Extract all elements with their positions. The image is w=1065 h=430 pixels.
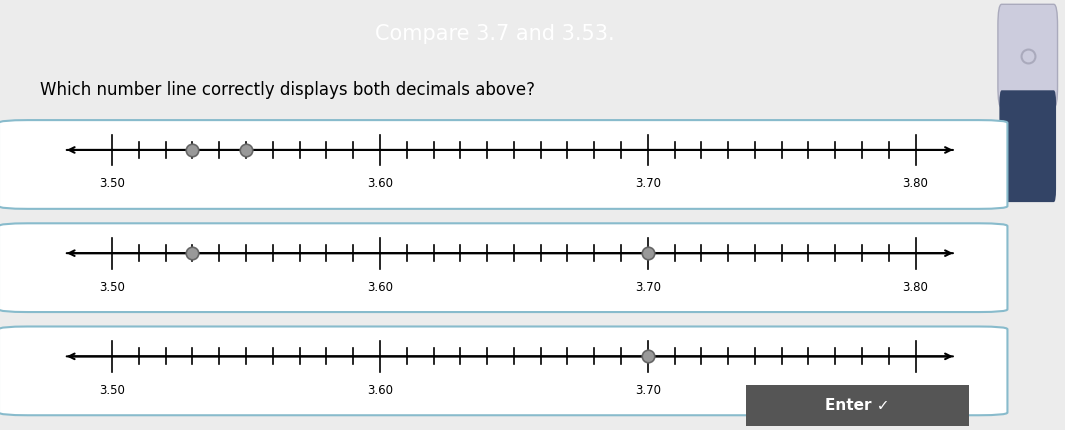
Text: Compare 3.7 and 3.53.: Compare 3.7 and 3.53. xyxy=(376,25,616,44)
Text: 3.80: 3.80 xyxy=(903,280,929,294)
Text: 3.70: 3.70 xyxy=(635,384,660,397)
Text: 3.60: 3.60 xyxy=(367,384,393,397)
Text: 3.60: 3.60 xyxy=(367,177,393,190)
FancyBboxPatch shape xyxy=(0,223,1007,312)
Text: 3.60: 3.60 xyxy=(367,280,393,294)
Text: 3.80: 3.80 xyxy=(903,384,929,397)
FancyBboxPatch shape xyxy=(998,4,1058,108)
Text: 3.70: 3.70 xyxy=(635,280,660,294)
FancyBboxPatch shape xyxy=(999,90,1056,202)
FancyBboxPatch shape xyxy=(0,120,1007,209)
Text: 3.50: 3.50 xyxy=(99,177,125,190)
Text: 3.70: 3.70 xyxy=(635,177,660,190)
Text: Which number line correctly displays both decimals above?: Which number line correctly displays bot… xyxy=(40,81,535,99)
Text: Enter ✓: Enter ✓ xyxy=(825,398,889,413)
Text: 3.50: 3.50 xyxy=(99,384,125,397)
Text: 3.50: 3.50 xyxy=(99,280,125,294)
FancyBboxPatch shape xyxy=(727,381,987,429)
Text: 3.80: 3.80 xyxy=(903,177,929,190)
FancyBboxPatch shape xyxy=(0,326,1007,415)
